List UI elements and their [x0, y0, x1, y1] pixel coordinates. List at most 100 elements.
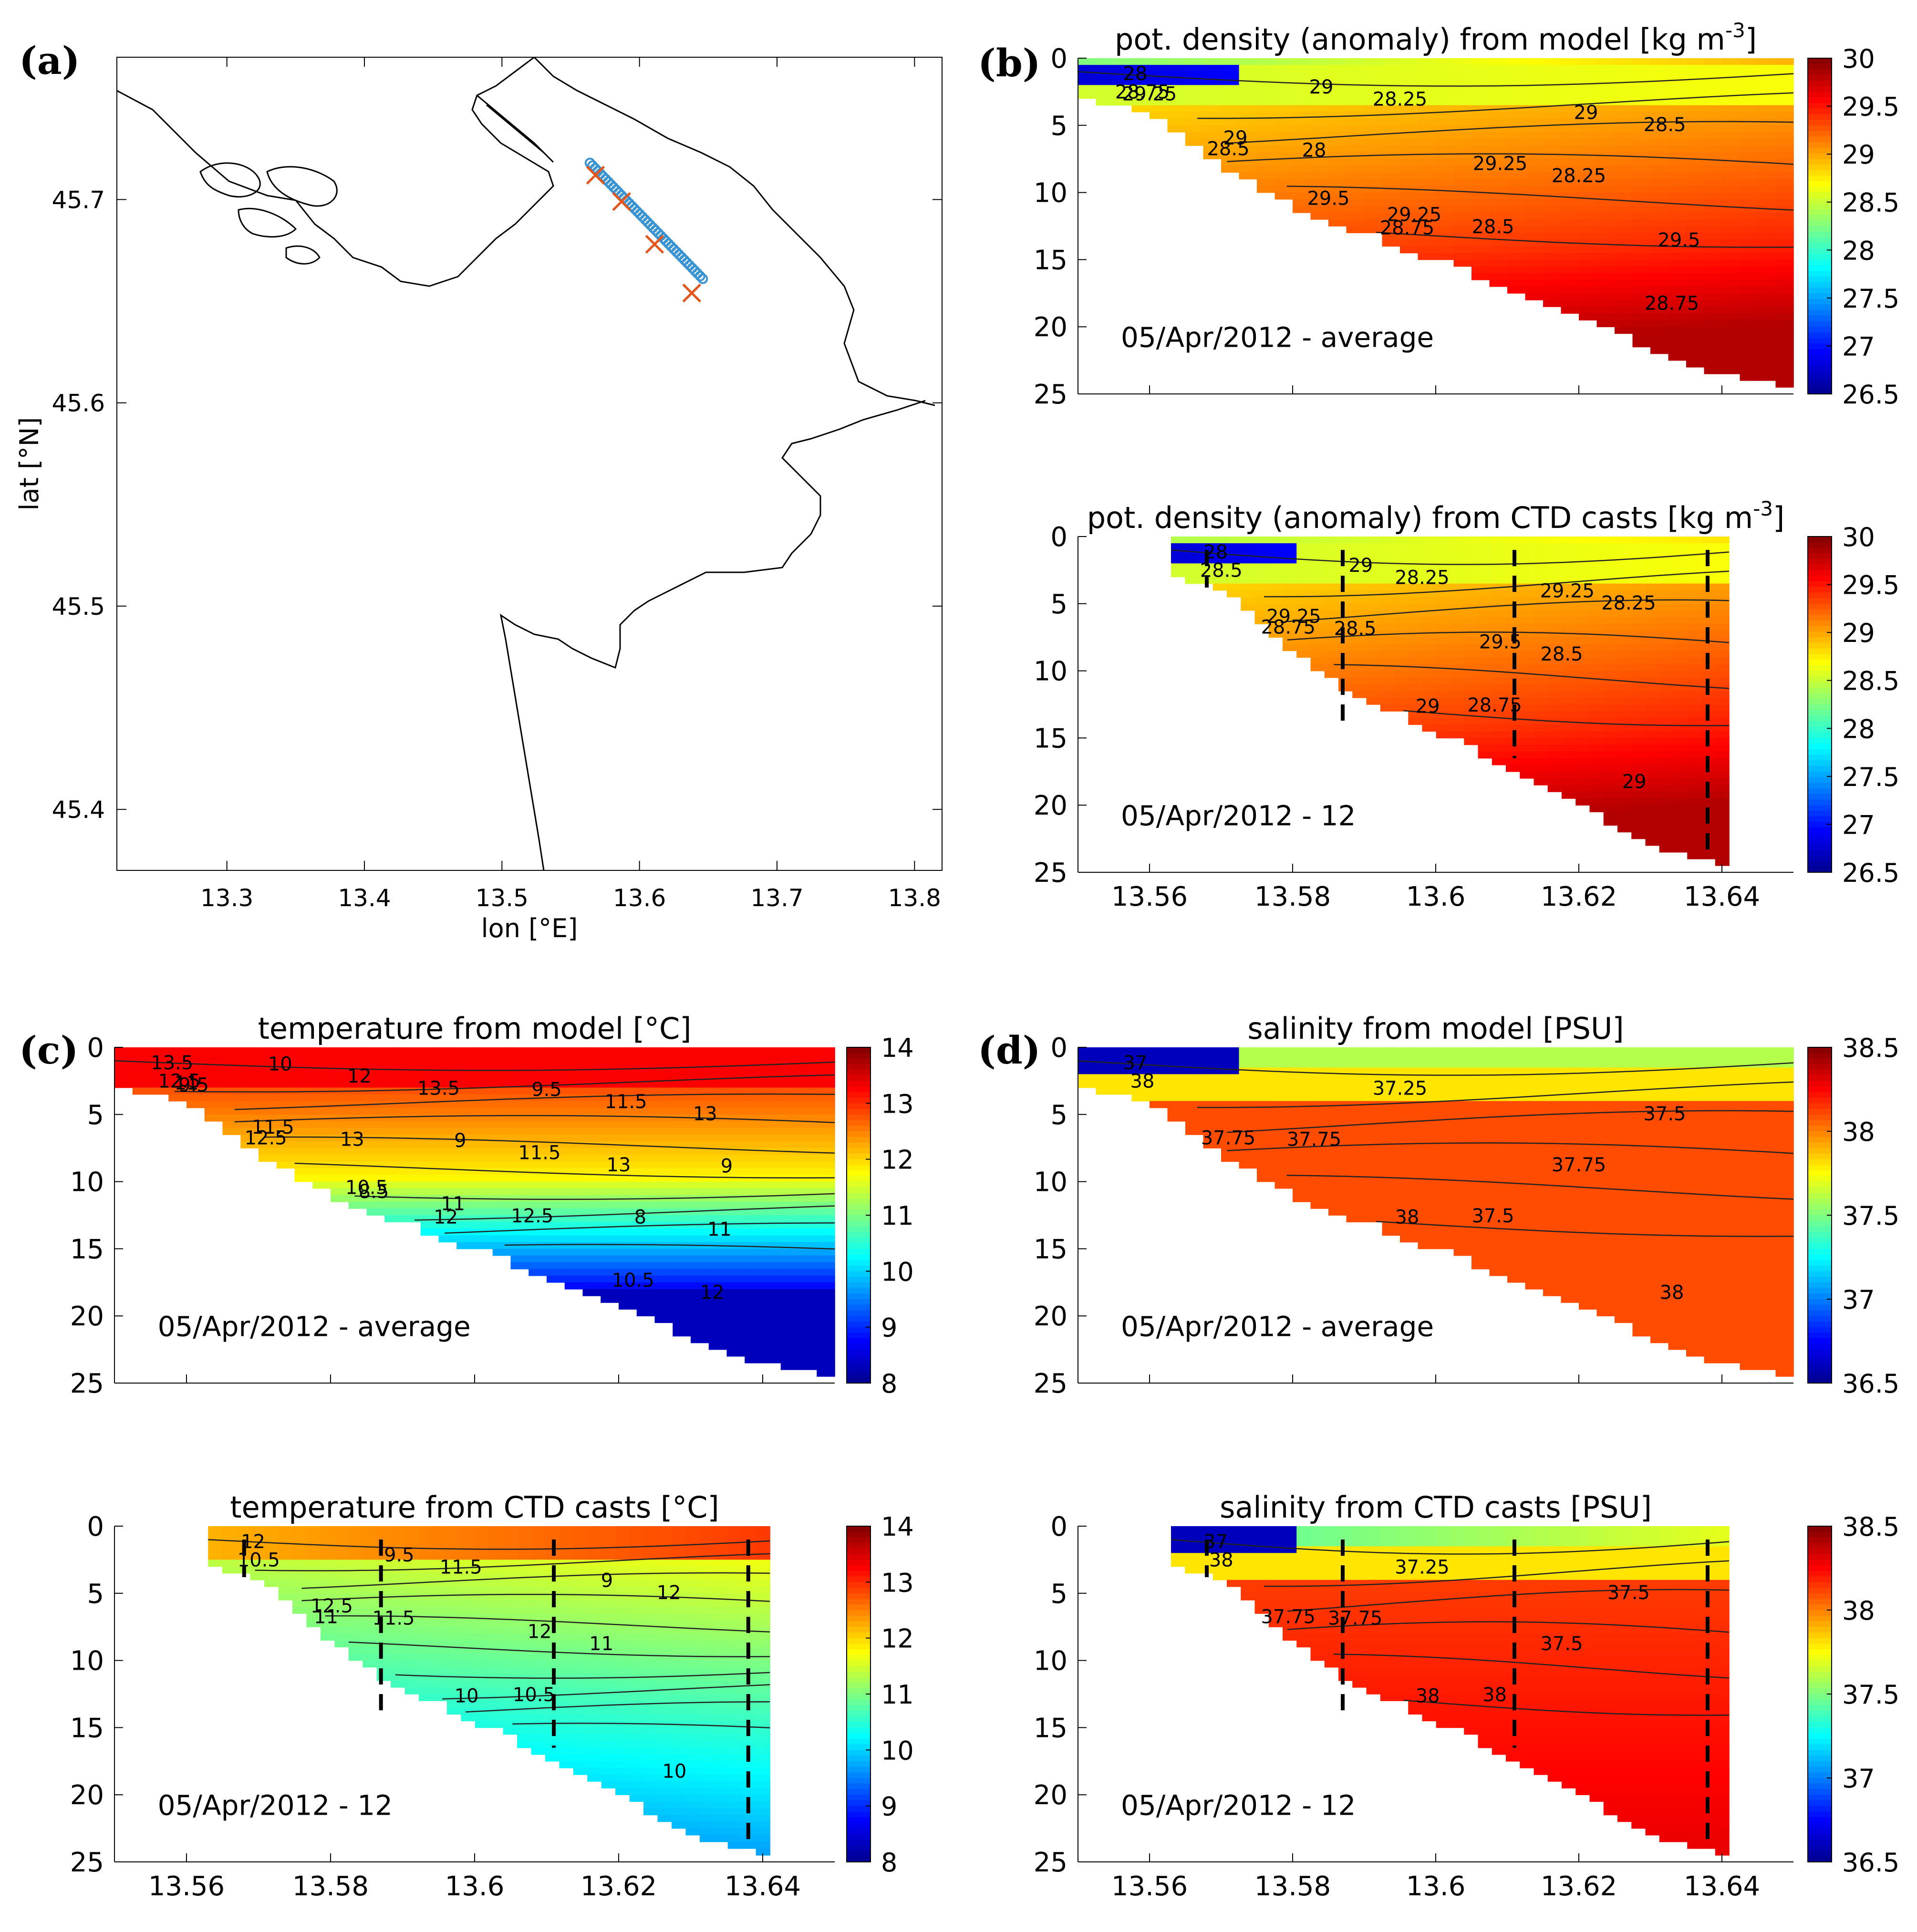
field-cell: [1715, 798, 1730, 806]
field-cell: [503, 1667, 518, 1674]
field-cell: [1283, 597, 1297, 604]
field-cell: [1562, 771, 1576, 779]
field-cell: [1507, 132, 1526, 139]
field-cell: [545, 1533, 560, 1540]
field-cell: [1257, 98, 1275, 106]
field-cell: [1668, 85, 1687, 93]
field-cell: [657, 1788, 672, 1795]
field-cell: [1740, 259, 1758, 267]
field-cell: [685, 1640, 700, 1648]
field-cell: [1450, 570, 1465, 578]
field-cell: [531, 1647, 546, 1654]
field-cell: [492, 1061, 511, 1068]
field-cell: [1704, 72, 1722, 79]
field-cell: [1673, 563, 1688, 571]
field-cell: [1520, 691, 1534, 698]
field-cell: [636, 1161, 655, 1169]
field-cell: [1543, 132, 1562, 139]
field-cell: [1617, 818, 1632, 826]
field-cell: [1575, 543, 1590, 550]
field-cell: [1579, 253, 1597, 260]
field-cell: [531, 1580, 546, 1587]
colorbar-segment: [1808, 75, 1832, 81]
field-cell: [691, 1269, 709, 1276]
field-cell: [1114, 58, 1132, 65]
field-cell: [475, 1161, 493, 1169]
field-cell: [528, 1061, 547, 1068]
field-cell: [1596, 246, 1615, 254]
colorbar-segment: [847, 1148, 870, 1154]
field-cell: [1603, 711, 1618, 718]
field-cell: [1589, 671, 1604, 678]
field-cell: [1185, 65, 1204, 72]
field-cell: [643, 1774, 658, 1782]
field-cell: [1740, 159, 1758, 166]
field-cell: [1543, 118, 1562, 126]
field-cell: [1543, 165, 1562, 173]
field-cell: [671, 1667, 686, 1674]
field-cell: [1257, 112, 1275, 119]
field-cell: [1547, 543, 1562, 550]
field-cell: [366, 1168, 385, 1176]
field-cell: [1364, 118, 1383, 126]
field-cell: [1687, 751, 1702, 759]
field-cell: [629, 1714, 644, 1722]
field-cell: [1775, 300, 1794, 307]
field-cell: [528, 1054, 547, 1061]
field-cell: [1659, 583, 1674, 591]
field-cell: [1380, 704, 1395, 712]
colorbar-segment: [1808, 676, 1832, 682]
field-cell: [1203, 92, 1222, 99]
field-cell: [1617, 812, 1632, 819]
field-cell: [1687, 825, 1702, 833]
field-cell: [615, 1606, 630, 1614]
colorbar-segment: [1808, 861, 1832, 868]
field-cell: [587, 1754, 602, 1762]
field-cell: [1436, 206, 1454, 213]
field-cell: [1632, 226, 1651, 233]
field-cell: [1543, 199, 1562, 207]
field-cell: [1603, 677, 1618, 685]
field-cell: [780, 1127, 799, 1135]
field-cell: [1366, 657, 1381, 665]
field-cell: [240, 1054, 259, 1061]
field-cell: [1632, 306, 1651, 314]
field-cell: [1167, 125, 1186, 133]
field-cell: [1596, 212, 1615, 220]
field-cell: [1382, 65, 1400, 72]
field-cell: [334, 1553, 349, 1560]
field-cell: [1324, 603, 1339, 611]
field-cell: [1534, 677, 1548, 685]
field-cell: [1686, 65, 1705, 72]
field-cell: [573, 1727, 588, 1735]
colorbar-segment: [1808, 254, 1832, 260]
field-cell: [391, 1533, 405, 1540]
field-cell: [1659, 691, 1674, 698]
y-tick-label: 25: [1034, 379, 1067, 410]
field-cell: [685, 1533, 700, 1540]
field-cell: [1659, 577, 1674, 584]
field-cell: [1436, 697, 1451, 705]
field-cell: [1715, 812, 1730, 819]
field-cell: [798, 1081, 818, 1088]
field-cell: [1408, 550, 1423, 558]
field-cell: [1715, 805, 1730, 813]
field-cell: [1722, 58, 1741, 65]
field-cell: [1775, 152, 1794, 159]
field-cell: [1203, 125, 1222, 133]
field-cell: [1394, 603, 1409, 611]
field-cell: [503, 1533, 518, 1540]
panel-title: temperature from model [°C]: [258, 1011, 692, 1046]
field-cell: [629, 1627, 644, 1634]
field-cell: [1687, 577, 1702, 584]
field-cell: [294, 1161, 313, 1169]
field-cell: [582, 1135, 601, 1142]
field-cell: [433, 1600, 447, 1607]
field-cell: [461, 1600, 476, 1607]
field-cell: [1704, 138, 1722, 146]
field-cell: [1668, 347, 1687, 354]
field-cell: [1686, 98, 1705, 106]
field-cell: [1715, 744, 1730, 752]
field-cell: [1589, 771, 1604, 779]
field-cell: [1562, 583, 1576, 591]
